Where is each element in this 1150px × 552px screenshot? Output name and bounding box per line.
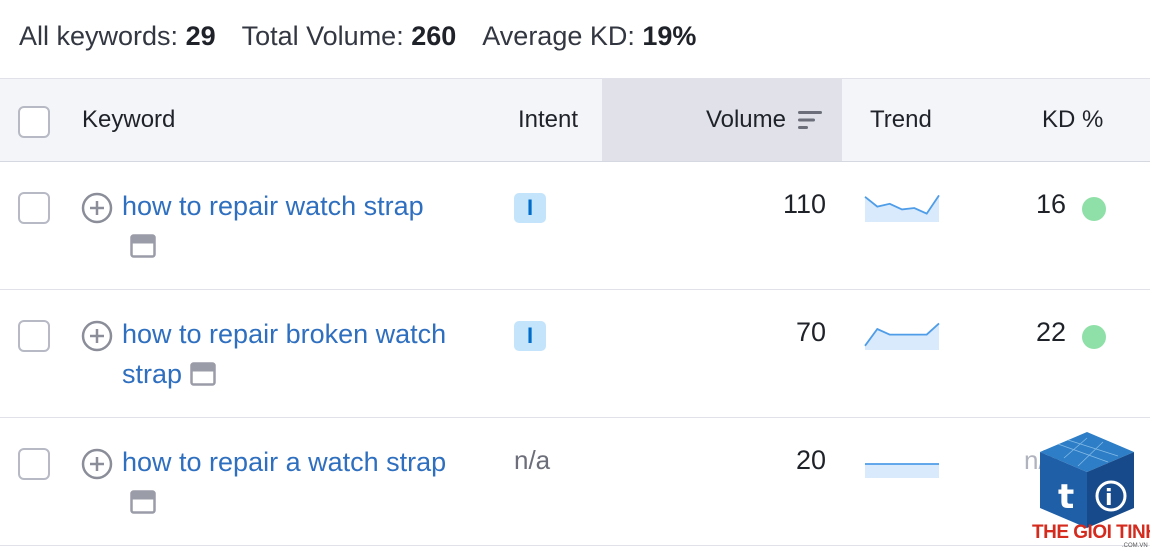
- serp-preview-icon[interactable]: [130, 234, 156, 258]
- watermark-logo-icon: t i: [1040, 432, 1134, 528]
- column-header-trend[interactable]: Trend: [870, 106, 932, 133]
- add-to-list-icon[interactable]: [81, 192, 113, 224]
- trend-sparkline: [864, 194, 940, 222]
- column-header-keyword[interactable]: Keyword: [82, 106, 176, 133]
- trend-area: [865, 464, 939, 478]
- total-volume-stat: Total Volume: 260: [241, 20, 457, 51]
- watermark-brand: THE GIOI TINHOC: [1032, 522, 1150, 543]
- keyword-text[interactable]: how to repair a watch strap: [122, 447, 447, 477]
- serp-preview-icon[interactable]: [190, 362, 216, 386]
- keyword-text[interactable]: how to repair watch strap: [122, 191, 424, 221]
- volume-value: 20: [795, 445, 826, 475]
- keywords-table: Keyword Intent Volume Trend KD % how to …: [0, 78, 1150, 546]
- kd-difficulty-dot: [1082, 325, 1106, 349]
- kd-value: 22: [1035, 317, 1066, 347]
- row-checkbox[interactable]: [18, 192, 50, 224]
- intent-value: n/a: [514, 445, 551, 475]
- trend-area: [865, 323, 939, 350]
- column-header-intent[interactable]: Intent: [518, 106, 579, 133]
- volume-value: 110: [782, 189, 826, 219]
- select-all-checkbox[interactable]: [18, 106, 50, 138]
- trend-area: [865, 195, 939, 222]
- intent-badge[interactable]: I: [514, 193, 546, 223]
- keyword-link[interactable]: how to repair a watch strap: [122, 442, 452, 522]
- trend-line: [864, 194, 940, 215]
- table-row: how to repair broken watch strap I 70 22: [0, 290, 1150, 418]
- average-kd-stat: Average KD: 19%: [482, 20, 697, 51]
- trend-line: [864, 322, 940, 347]
- table-header: Keyword Intent Volume Trend KD %: [0, 78, 1150, 162]
- keyword-link[interactable]: how to repair broken watch strap: [122, 314, 452, 394]
- serp-preview-icon[interactable]: [130, 490, 156, 514]
- all-keywords-stat: All keywords: 29: [19, 20, 216, 51]
- kd-difficulty-dot: [1082, 197, 1106, 221]
- kd-value: 16: [1035, 189, 1066, 219]
- row-checkbox[interactable]: [18, 448, 50, 480]
- sort-descending-icon: [798, 111, 822, 129]
- row-checkbox[interactable]: [18, 320, 50, 352]
- table-row: how to repair watch strap I 110 16: [0, 162, 1150, 290]
- volume-value: 70: [795, 317, 826, 347]
- column-header-volume[interactable]: Volume: [602, 79, 842, 161]
- add-to-list-icon[interactable]: [81, 320, 113, 352]
- keyword-text[interactable]: how to repair broken watch strap: [122, 319, 447, 389]
- trend-sparkline: [864, 322, 940, 350]
- intent-badge[interactable]: I: [514, 321, 546, 351]
- svg-text:i: i: [1105, 486, 1113, 511]
- add-to-list-icon[interactable]: [81, 448, 113, 480]
- trend-sparkline: [865, 463, 939, 478]
- watermark-domain: .COM.VN: [1122, 543, 1148, 549]
- keyword-link[interactable]: how to repair watch strap: [122, 186, 452, 266]
- keywords-summary: All keywords: 29 Total Volume: 260 Avera…: [19, 18, 722, 54]
- column-header-kd[interactable]: KD %: [1042, 106, 1104, 133]
- svg-text:t: t: [1058, 477, 1074, 517]
